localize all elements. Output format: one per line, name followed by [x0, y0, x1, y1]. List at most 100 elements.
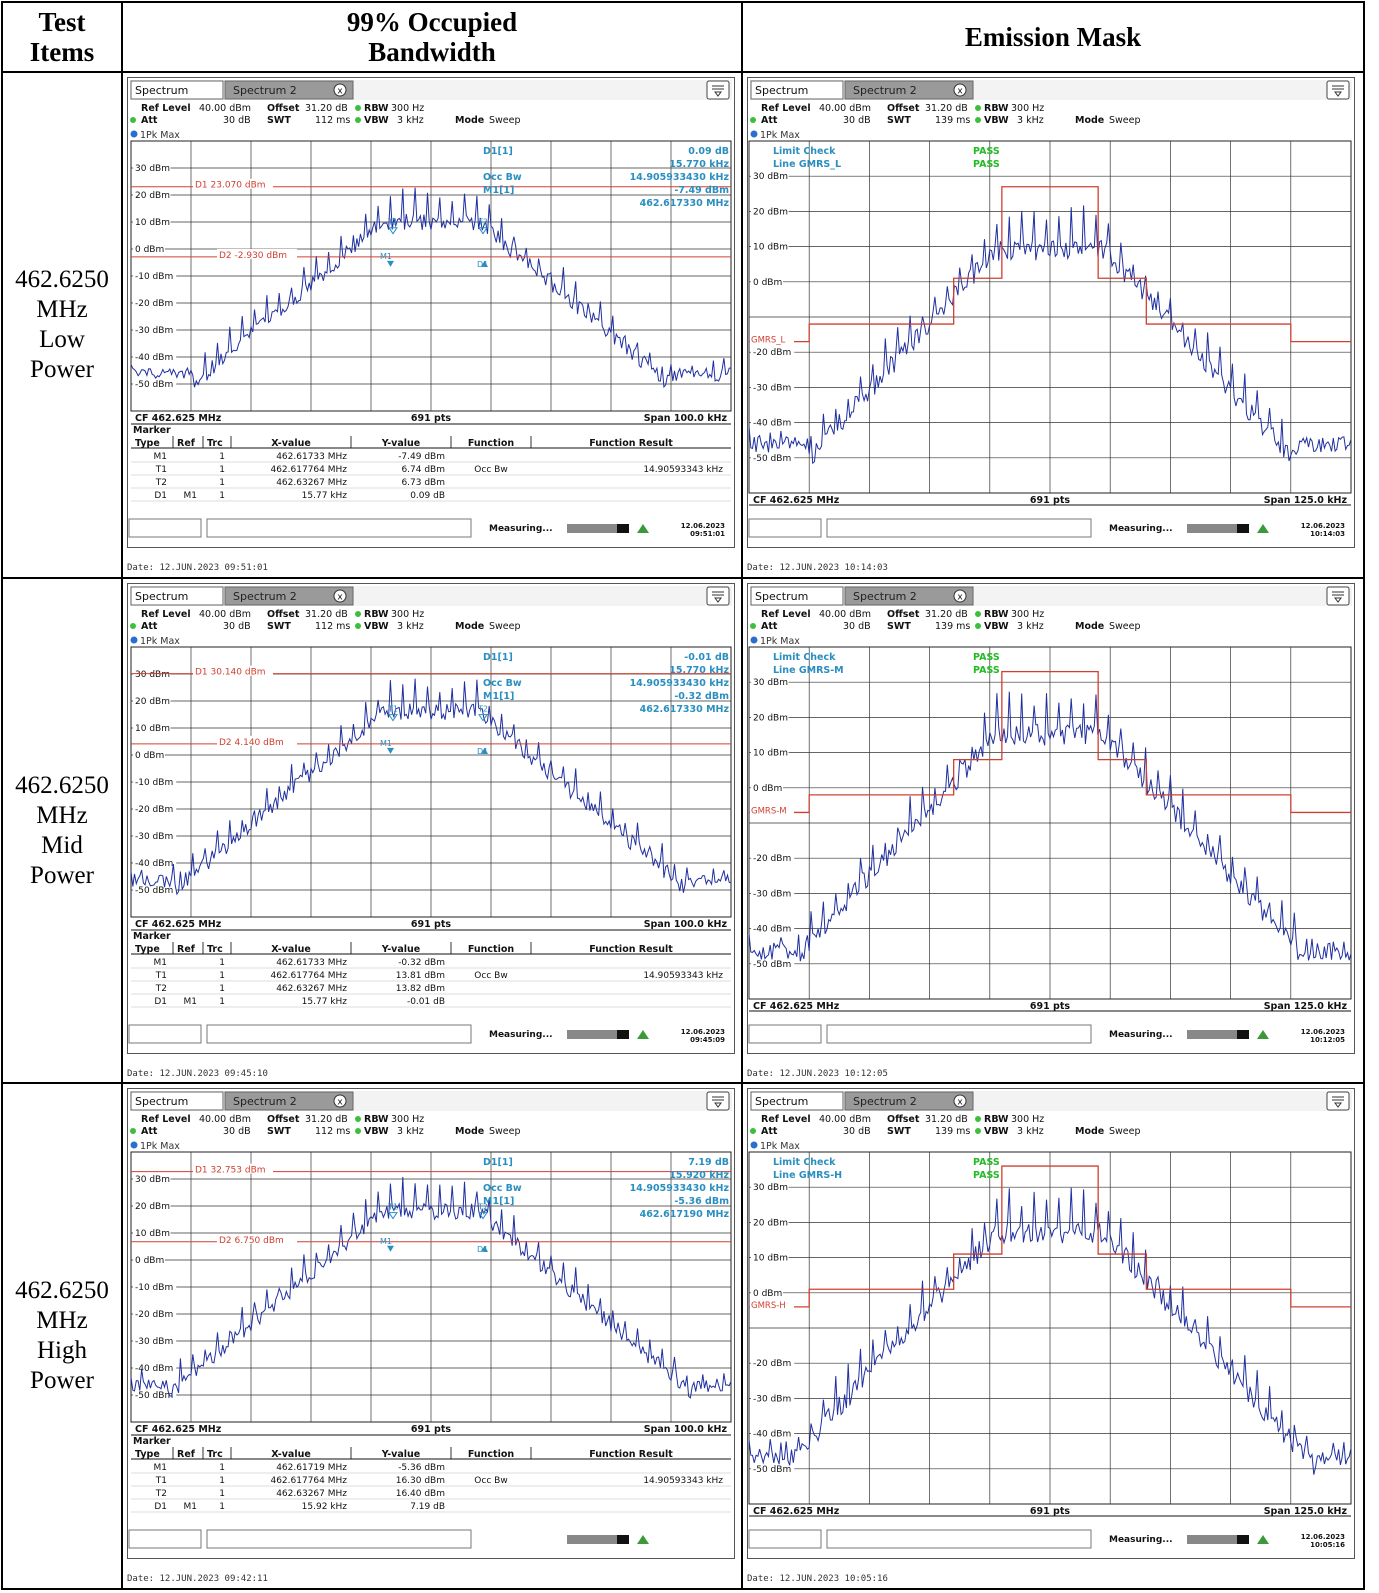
tab-spectrum-2[interactable]: Spectrum 2 x: [844, 586, 974, 606]
status-field-message[interactable]: [206, 518, 472, 538]
frequency-span: Span 125.0 kHz: [1264, 1001, 1348, 1012]
tab-spectrum[interactable]: Spectrum: [130, 80, 224, 100]
tab-spectrum-2[interactable]: Spectrum 2 x: [844, 80, 974, 100]
y-tick-label: 0 dBm: [135, 1256, 164, 1266]
capture-date: Date: 12.JUN.2023 10:14:03: [747, 563, 888, 574]
status-field-left[interactable]: [128, 518, 202, 538]
marker-cell: 462.63267 MHz: [276, 984, 347, 994]
tick-label-bg: [751, 1216, 789, 1228]
tab-spectrum-2[interactable]: Spectrum 2 x: [844, 1091, 974, 1111]
tick-label-bg: [133, 694, 171, 706]
close-icon[interactable]: [333, 83, 347, 97]
y-tick-label: -10 dBm: [135, 272, 173, 282]
close-icon[interactable]: [953, 1094, 967, 1108]
status-field-message[interactable]: [206, 1024, 472, 1044]
swt-value: 139 ms: [935, 1126, 970, 1137]
clock-date: 12.06.2023: [1301, 522, 1345, 530]
status-field-message[interactable]: [206, 1529, 472, 1549]
measurement-status: Measuring...: [1109, 1535, 1173, 1545]
tab-spectrum[interactable]: Spectrum: [750, 1091, 844, 1111]
progress-bar-fill: [617, 1535, 629, 1545]
row-label-line: Power: [30, 861, 94, 889]
marker-table-header: Trc: [207, 1449, 223, 1460]
att-value: 30 dB: [223, 115, 251, 126]
mode-value: Sweep: [489, 115, 521, 126]
tab-spectrum[interactable]: Spectrum: [750, 80, 844, 100]
vbw-label: VBW: [364, 115, 389, 126]
close-icon[interactable]: [333, 589, 347, 603]
status-field-message[interactable]: [826, 1024, 1092, 1044]
status-field-left[interactable]: [128, 1024, 202, 1044]
marker-table-header: X-value: [271, 1449, 311, 1460]
close-icon[interactable]: [953, 83, 967, 97]
tab-spectrum-2[interactable]: Spectrum 2 x: [224, 586, 354, 606]
y-tick-label: -30 dBm: [753, 1395, 791, 1405]
att-indicator-icon: [130, 1128, 136, 1135]
y-tick-label: 0 dBm: [753, 278, 782, 288]
tab-spectrum[interactable]: Spectrum: [750, 586, 844, 606]
trace-indicator-icon: [130, 636, 138, 644]
tick-label-bg: [751, 852, 795, 864]
ref-level-value: 40.00 dBm: [199, 1114, 251, 1125]
tab-spectrum-2[interactable]: Spectrum 2 x: [224, 80, 354, 100]
row-label-line: MHz: [36, 801, 88, 829]
readout-value: -0.01 dB: [684, 652, 729, 663]
status-field-left[interactable]: [128, 1529, 202, 1549]
att-value: 30 dB: [223, 621, 251, 632]
limit-line-tag: GMRS-M: [751, 806, 787, 816]
marker-cell: 1: [219, 1502, 225, 1512]
readout-name: Occ Bw: [483, 1183, 522, 1194]
limit-tag-bg: [750, 335, 794, 346]
status-field-left[interactable]: [748, 1529, 822, 1549]
y-tick-label: -50 dBm: [753, 1465, 791, 1475]
trace-detector-label: 1Pk Max: [140, 130, 180, 141]
close-icon[interactable]: [333, 1094, 347, 1108]
marker-cell: 16.40 dBm: [396, 1489, 445, 1499]
marker-cell: M1: [154, 452, 168, 462]
att-indicator-icon: [130, 117, 136, 124]
measurement-status: Measuring...: [489, 1030, 553, 1040]
close-icon[interactable]: [953, 589, 967, 603]
readout-name: M1[1]: [483, 185, 514, 196]
rbw-value: 300 Hz: [1011, 1114, 1044, 1125]
toolbar-menu-icon[interactable]: [1326, 1091, 1350, 1111]
marker-cell: T2: [155, 1489, 167, 1499]
status-field-message[interactable]: [826, 1529, 1092, 1549]
marker-table-header: Ref: [177, 1449, 196, 1460]
close-icon-glyph: x: [957, 87, 963, 97]
marker-cell: 462.61719 MHz: [276, 1463, 347, 1473]
readout-name: M1[1]: [483, 691, 514, 702]
tick-label-bg: [133, 297, 177, 309]
readout-value: -5.36 dBm: [674, 1196, 729, 1207]
toolbar-menu-icon[interactable]: [706, 586, 730, 606]
readout-value: 462.617330 MHz: [640, 704, 730, 715]
att-indicator-icon: [750, 622, 756, 629]
toolbar-menu-icon[interactable]: [706, 80, 730, 100]
toolbar-menu-icon[interactable]: [1326, 586, 1350, 606]
close-icon-glyph: x: [337, 592, 343, 602]
status-field-left[interactable]: [748, 1024, 822, 1044]
marker-cell: D1: [154, 491, 167, 501]
tab-spectrum[interactable]: Spectrum: [130, 1091, 224, 1111]
tab-spectrum-2[interactable]: Spectrum 2 x: [224, 1091, 354, 1111]
spectrum-trace: [130, 678, 732, 896]
marker-cell: 1: [219, 1476, 225, 1486]
att-value: 30 dB: [223, 1126, 251, 1137]
status-field-message[interactable]: [826, 518, 1092, 538]
tab-spectrum-2-label: Spectrum 2: [233, 84, 297, 97]
toolbar-menu-icon[interactable]: [1326, 80, 1350, 100]
mode-value: Sweep: [1109, 115, 1141, 126]
tab-spectrum[interactable]: Spectrum: [130, 586, 224, 606]
marker-cell: M1: [184, 997, 198, 1007]
center-frequency: CF 462.625 MHz: [135, 413, 222, 424]
marker-t1-label: T1: [387, 1203, 398, 1212]
tick-label-bg: [133, 324, 177, 336]
swt-label: SWT: [887, 621, 911, 632]
status-field-left[interactable]: [748, 518, 822, 538]
clock-date: 12.06.2023: [681, 522, 725, 530]
header-test-items: Test Items: [1, 0, 123, 74]
toolbar-menu-icon[interactable]: [706, 1091, 730, 1111]
vbw-label: VBW: [364, 1126, 389, 1137]
spectrum-trace: [130, 1177, 732, 1400]
